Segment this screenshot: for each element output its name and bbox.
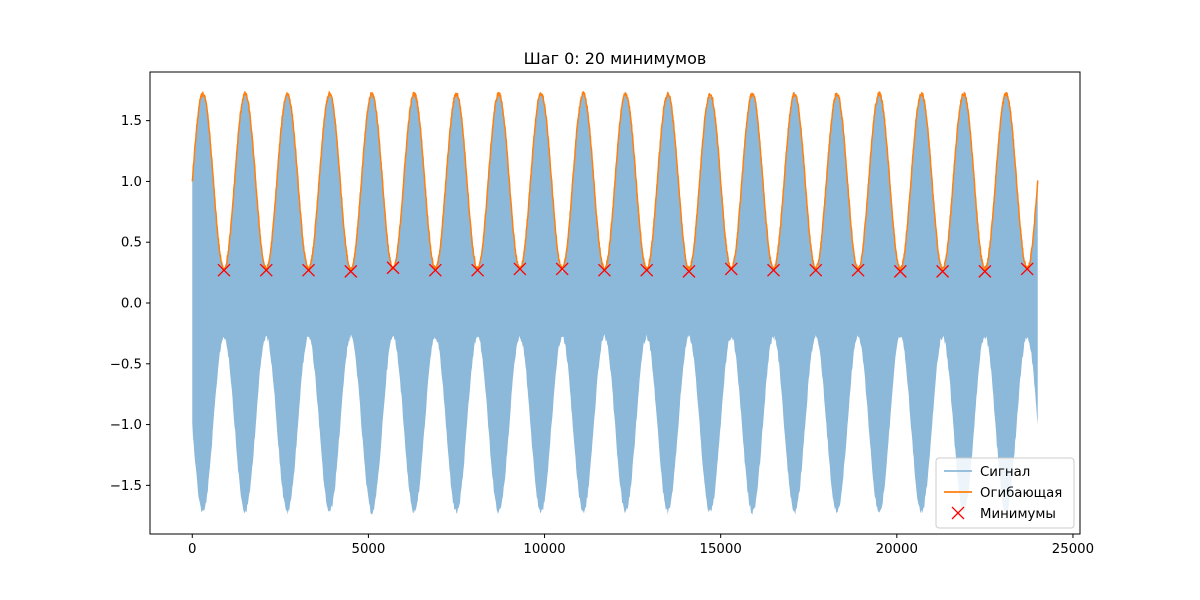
minimum-marker xyxy=(809,263,823,277)
y-tick-label: 1.5 xyxy=(121,114,142,129)
x-tick-label: 20000 xyxy=(876,542,918,557)
minima-markers xyxy=(217,261,1034,278)
legend-signal-label: Сигнал xyxy=(980,465,1030,480)
minimum-marker xyxy=(386,261,400,275)
minimum-marker xyxy=(217,263,231,277)
y-tick-label: 1.0 xyxy=(121,175,142,190)
legend-envelope-label: Огибающая xyxy=(980,485,1062,501)
minimum-marker xyxy=(724,262,738,276)
minimum-marker xyxy=(259,263,273,277)
minimum-marker xyxy=(302,263,315,277)
envelope-series xyxy=(191,91,1039,272)
minimum-marker xyxy=(640,263,654,277)
chart-title: Шаг 0: 20 минимумов xyxy=(524,49,707,68)
minimum-marker xyxy=(513,262,527,276)
y-tick-label: −0.5 xyxy=(110,357,142,372)
minimum-marker xyxy=(978,264,992,278)
minimum-marker xyxy=(471,263,485,277)
x-tick-label: 0 xyxy=(188,542,196,557)
minimum-marker xyxy=(344,264,358,278)
y-tick-label: 0.0 xyxy=(121,297,142,312)
y-axis: −1.5 −1.0 −0.5 0.0 0.5 1.0 1.5 xyxy=(110,114,150,494)
legend: Сигнал Огибающая Минимумы xyxy=(935,457,1075,529)
signal-series xyxy=(192,91,1038,515)
minimum-marker xyxy=(682,264,696,278)
minimum-marker xyxy=(428,263,442,277)
legend-box xyxy=(935,457,1075,529)
x-tick-label: 5000 xyxy=(351,542,385,557)
x-tick-label: 25000 xyxy=(1052,542,1094,557)
minimum-marker xyxy=(597,263,611,277)
legend-minima-label: Минимумы xyxy=(980,507,1056,522)
minimum-marker xyxy=(767,263,780,277)
legend-minima-marker xyxy=(951,506,965,520)
legend-minima-swatch xyxy=(951,506,965,520)
plot-area xyxy=(191,91,1039,515)
x-tick-label: 15000 xyxy=(700,542,742,557)
minimum-marker xyxy=(1020,262,1034,276)
x-axis: 0 5000 10000 15000 20000 25000 xyxy=(188,534,1094,557)
minimum-marker xyxy=(936,264,950,278)
y-tick-label: −1.0 xyxy=(110,418,142,433)
minimum-marker xyxy=(555,262,569,276)
y-tick-label: −1.5 xyxy=(110,479,142,494)
minimum-marker xyxy=(893,264,907,278)
y-tick-label: 0.5 xyxy=(121,236,142,251)
x-tick-label: 10000 xyxy=(523,542,565,557)
minimum-marker xyxy=(851,263,865,277)
